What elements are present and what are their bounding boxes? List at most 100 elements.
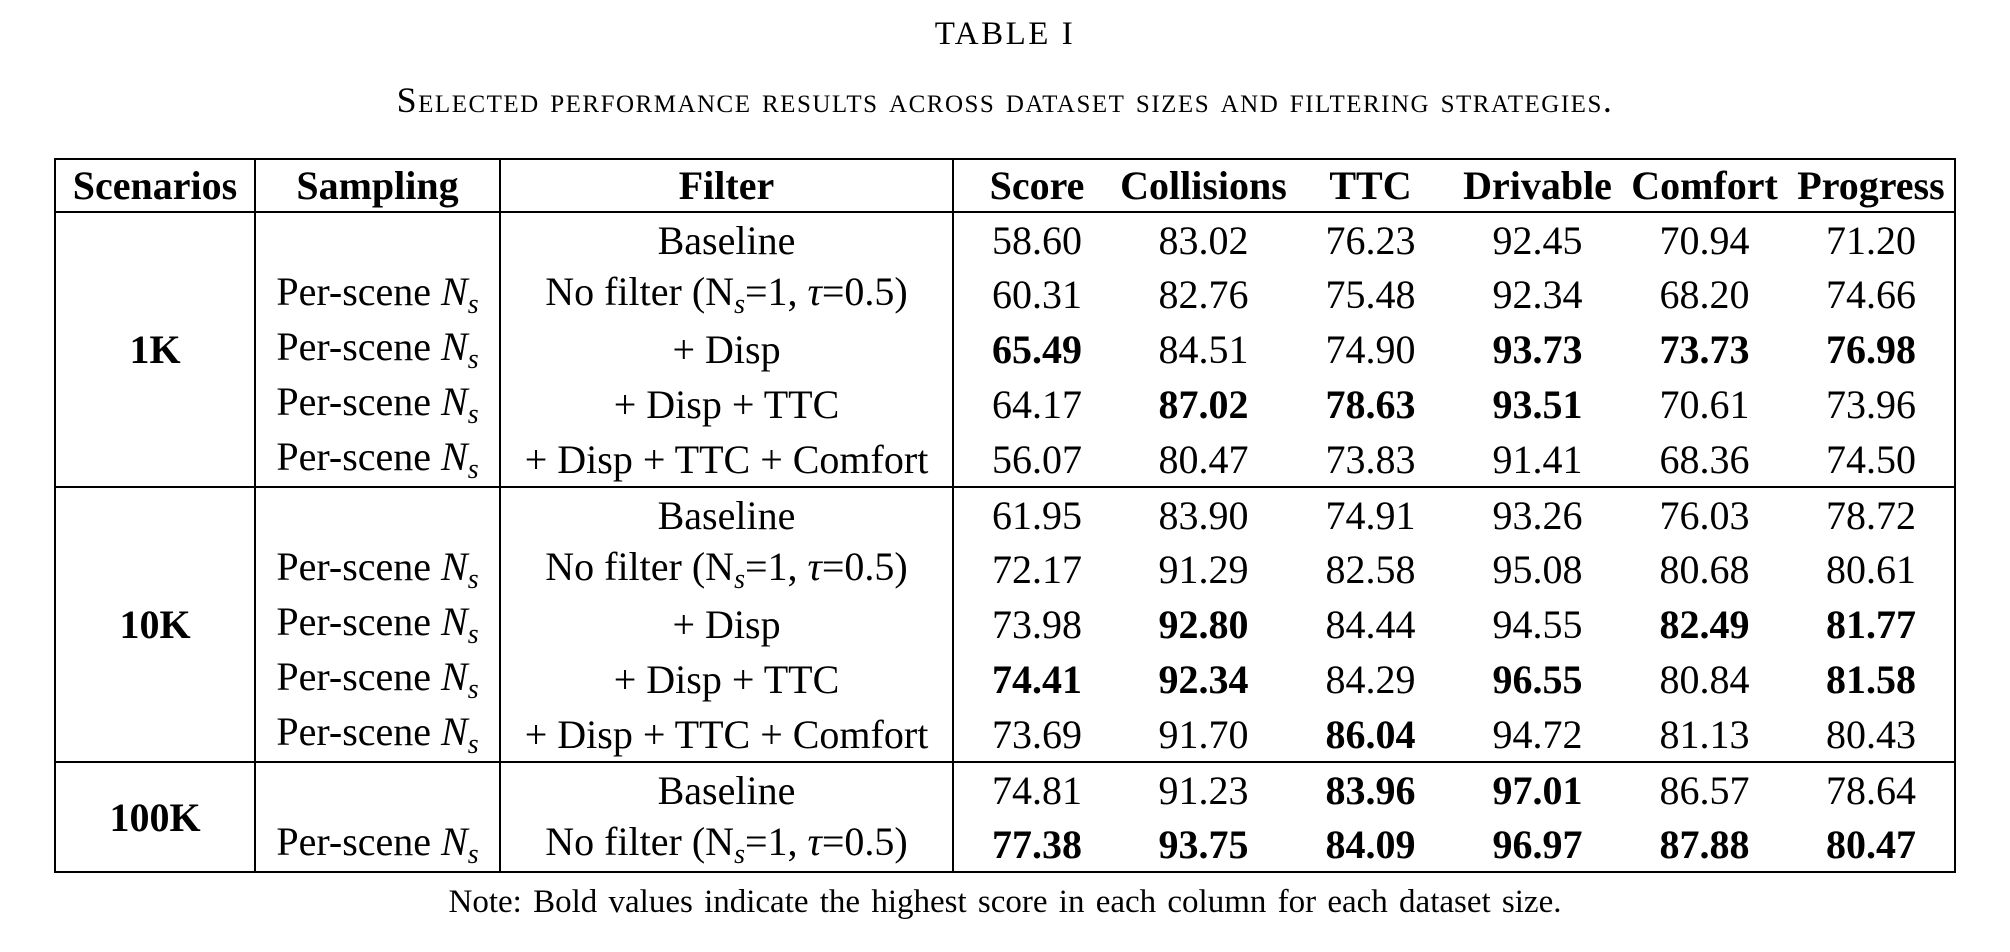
table-row: 100K Baseline 74.81 91.23 83.96 97.01 86.57 78.… bbox=[55, 762, 1955, 872]
metric-cell: 80.68 bbox=[1659, 547, 1750, 592]
table-row: 10K Baseline 61.95 83.90 74.91 93.26 76.03 78.7… bbox=[55, 487, 1955, 763]
label-fragment: s bbox=[467, 673, 479, 705]
metric-cell: 80.61 bbox=[1826, 547, 1916, 592]
metric-cell: 84.29 bbox=[1325, 657, 1416, 702]
label-fragment: Baseline bbox=[657, 217, 796, 263]
filter-cell: + Disp bbox=[500, 597, 954, 652]
table-row: Per-scene Ns + Disp + TTC + Comfort 56.07 8… bbox=[55, 432, 1955, 488]
label-fragment: + Disp bbox=[672, 327, 781, 372]
table-row: Per-scene Ns + Disp + TTC + Comfort 73.69 9… bbox=[55, 707, 1955, 763]
metric-cell: 93.75 bbox=[1158, 821, 1249, 867]
column-header-collisions: Collisions bbox=[1120, 159, 1287, 213]
metric-cell: 77.38 bbox=[992, 821, 1082, 867]
metric-cell: 68.20 bbox=[1659, 272, 1750, 317]
column-header-ttc: TTC bbox=[1287, 159, 1454, 213]
metric-cell: 81.58 bbox=[1826, 657, 1916, 702]
metric-cell: 74.91 bbox=[1325, 492, 1416, 538]
label-fragment: s bbox=[467, 563, 479, 595]
table-row: Per-scene Ns No filter (Ns=1, τ=0.5) 72.17… bbox=[55, 542, 1955, 597]
metric-cell: 74.90 bbox=[1325, 327, 1416, 372]
metric-cell: 92.80 bbox=[1158, 602, 1249, 647]
metric-cell: 86.57 bbox=[1659, 767, 1750, 813]
metric-cell: 58.60 bbox=[992, 217, 1082, 263]
metric-cell: 87.02 bbox=[1158, 382, 1249, 427]
table-header: Scenarios Sampling Filter Score Collisions TT… bbox=[55, 159, 1955, 213]
label-fragment: Per-scene bbox=[276, 818, 442, 864]
metric-cell: 73.73 bbox=[1659, 327, 1750, 372]
results-table: Scenarios Sampling Filter Score Collisions TT… bbox=[54, 158, 1956, 873]
label-fragment: s bbox=[467, 728, 479, 760]
metric-cell: 96.55 bbox=[1492, 657, 1583, 702]
dataset-group-1k: 1K Baseline 58.60 83.02 76.23 92.45 70.94 71.20… bbox=[55, 212, 1955, 488]
sampling-cell: Per-scene Ns bbox=[255, 542, 501, 597]
sampling-cell: Per-scene Ns bbox=[255, 432, 501, 488]
table-row: Per-scene Ns No filter (Ns=1, τ=0.5) 60.31… bbox=[55, 267, 1955, 322]
metric-cell: 93.26 bbox=[1492, 492, 1583, 538]
metric-cell: 81.13 bbox=[1621, 707, 1788, 763]
metric-cell: 74.66 bbox=[1826, 272, 1916, 317]
metric-cell: 73.96 bbox=[1826, 382, 1916, 427]
metric-cell: 91.70 bbox=[1120, 707, 1287, 763]
column-header-progress: Progress bbox=[1788, 159, 1955, 213]
metric-cell: 82.76 bbox=[1158, 272, 1249, 317]
label-fragment: τ bbox=[807, 544, 822, 590]
label-fragment: + Disp + TTC bbox=[613, 382, 840, 427]
metric-cell: 74.41 bbox=[992, 657, 1082, 702]
metric-cell: 73.98 bbox=[992, 602, 1082, 647]
label-fragment: =0.5) bbox=[821, 818, 908, 864]
label-fragment: Per-scene bbox=[276, 379, 442, 425]
label-fragment: τ bbox=[807, 818, 822, 864]
metric-cell: 71.20 bbox=[1826, 217, 1916, 263]
sampling-cell bbox=[255, 487, 501, 542]
filter-cell: No filter (Ns=1, τ=0.5) bbox=[500, 542, 954, 597]
label-fragment: + Disp bbox=[672, 602, 781, 647]
label-fragment: N bbox=[441, 269, 468, 315]
label-fragment: N bbox=[441, 818, 468, 864]
label-fragment: + Disp + TTC + Comfort bbox=[524, 711, 929, 757]
metric-cell: 92.34 bbox=[1492, 272, 1583, 317]
filter-cell: Baseline bbox=[500, 212, 954, 267]
label-fragment: =0.5) bbox=[821, 269, 908, 315]
label-fragment: s bbox=[734, 838, 745, 870]
label-fragment: No filter (N bbox=[545, 818, 735, 864]
label-fragment: Per-scene bbox=[276, 269, 442, 315]
sampling-cell: Per-scene Ns bbox=[255, 817, 501, 872]
label-fragment: s bbox=[467, 398, 479, 430]
label-fragment: s bbox=[467, 453, 479, 485]
filter-cell: + Disp + TTC + Comfort bbox=[500, 707, 954, 763]
filter-cell: No filter (Ns=1, τ=0.5) bbox=[500, 267, 954, 322]
label-fragment: N bbox=[441, 544, 468, 590]
label-fragment: s bbox=[467, 343, 479, 375]
metric-cell: 68.36 bbox=[1621, 432, 1788, 488]
sampling-cell bbox=[255, 212, 501, 267]
sampling-cell: Per-scene Ns bbox=[255, 707, 501, 763]
label-fragment: Baseline bbox=[657, 767, 796, 813]
label-fragment: Per-scene bbox=[276, 599, 442, 645]
label-fragment: =1, bbox=[744, 544, 808, 590]
table-note: Note: Bold values indicate the highest s… bbox=[448, 884, 1562, 920]
metric-cell: 78.64 bbox=[1826, 767, 1916, 813]
table-row: Per-scene Ns + Disp + TTC 64.17 87.02 78.63 9… bbox=[55, 377, 1955, 432]
column-header-score: Score bbox=[953, 159, 1120, 213]
metric-cell: 56.07 bbox=[953, 432, 1120, 488]
metric-cell: 74.50 bbox=[1788, 432, 1955, 488]
label-fragment: s bbox=[467, 618, 479, 650]
label-fragment: s bbox=[467, 288, 479, 320]
metric-cell: 83.90 bbox=[1158, 492, 1249, 538]
metric-cell: 65.49 bbox=[992, 327, 1082, 372]
metric-cell: 83.96 bbox=[1325, 767, 1416, 813]
filter-cell: Baseline bbox=[500, 762, 954, 817]
metric-cell: 84.51 bbox=[1158, 327, 1249, 372]
label-fragment: N bbox=[441, 324, 468, 370]
label-fragment: s bbox=[467, 838, 479, 870]
label-fragment: + Disp + TTC + Comfort bbox=[524, 436, 929, 482]
filter-cell: + Disp + TTC + Comfort bbox=[500, 432, 954, 488]
metric-cell: 64.17 bbox=[992, 382, 1082, 427]
metric-cell: 70.94 bbox=[1659, 217, 1750, 263]
metric-cell: 97.01 bbox=[1492, 767, 1583, 813]
filter-cell: No filter (Ns=1, τ=0.5) bbox=[500, 817, 954, 872]
metric-cell: 94.72 bbox=[1454, 707, 1621, 763]
metric-cell: 80.47 bbox=[1120, 432, 1287, 488]
label-fragment: N bbox=[441, 433, 468, 479]
filter-cell: + Disp + TTC bbox=[500, 377, 954, 432]
